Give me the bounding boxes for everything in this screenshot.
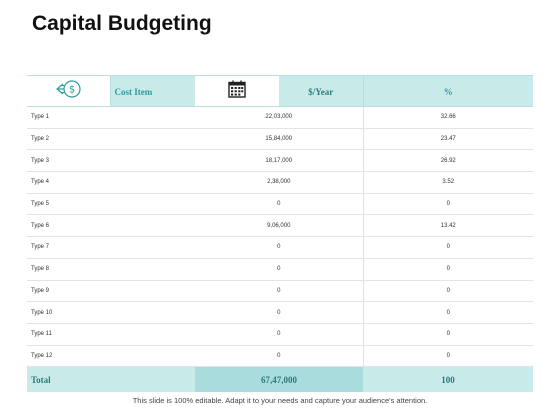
- money-transfer-icon: $: [55, 79, 81, 104]
- footer-note: This slide is 100% editable. Adapt it to…: [132, 396, 428, 405]
- table-row: Type 3 18,17,000 26.92: [27, 149, 533, 173]
- per-year-cell: 0: [195, 301, 363, 324]
- cost-item-cell: Type 4: [27, 171, 195, 194]
- table-row: Type 4 2,38,000 3.52: [27, 171, 533, 194]
- percent-header: %: [362, 75, 533, 107]
- cost-item-cell: Type 3: [27, 149, 195, 173]
- header-calendar-cell: [195, 75, 279, 107]
- total-per-year: 67,47,000: [195, 366, 363, 393]
- svg-text:$: $: [69, 84, 75, 95]
- page-title: Capital Budgeting: [32, 12, 212, 35]
- per-year-cell: 0: [195, 345, 363, 368]
- total-percent: 100: [363, 366, 533, 393]
- header-icon-cell: $: [27, 75, 110, 107]
- percent-cell: 23.47: [362, 128, 533, 151]
- cost-item-cell: Type 7: [27, 236, 195, 259]
- percent-cell: 0: [362, 258, 533, 281]
- cost-item-cell: Type 12: [27, 345, 195, 368]
- table-row: Type 2 15,84,000 23.47: [27, 128, 533, 151]
- percent-cell: 32.66: [362, 106, 533, 129]
- cost-item-cell: Type 11: [27, 323, 195, 346]
- table-row: Type 11 0 0: [27, 323, 533, 346]
- percent-cell: 0: [362, 280, 533, 303]
- table-header-row: $ Cost Item: [27, 75, 533, 107]
- per-year-cell: 0: [195, 280, 363, 303]
- cost-item-cell: Type 5: [27, 193, 195, 216]
- percent-cell: 3.52: [362, 171, 533, 194]
- percent-cell: 0: [362, 236, 533, 259]
- per-year-cell: 0: [195, 193, 363, 216]
- per-year-cell: 0: [195, 236, 363, 259]
- percent-cell: 0: [362, 345, 533, 368]
- cost-item-cell: Type 1: [27, 106, 195, 129]
- percent-cell: 26.92: [362, 149, 533, 173]
- table-row: Type 10 0 0: [27, 301, 533, 324]
- cost-item-cell: Type 10: [27, 301, 195, 324]
- capital-budget-table: $ Cost Item: [27, 75, 533, 393]
- per-year-cell: 0: [195, 258, 363, 281]
- percent-cell: 0: [362, 193, 533, 216]
- percent-cell: 0: [362, 323, 533, 346]
- cost-item-cell: Type 8: [27, 258, 195, 281]
- cost-item-header: Cost Item: [109, 75, 195, 107]
- table-row: Type 6 9,06,000 13.42: [27, 214, 533, 238]
- per-year-cell: 15,84,000: [195, 128, 363, 151]
- percent-cell: 13.42: [362, 214, 533, 238]
- total-label: Total: [27, 366, 195, 393]
- per-year-cell: 2,38,000: [195, 171, 363, 194]
- per-year-cell: 0: [195, 323, 363, 346]
- cost-item-cell: Type 6: [27, 214, 195, 238]
- per-year-header: $/Year: [279, 75, 363, 107]
- per-year-cell: 9,06,000: [195, 214, 363, 238]
- total-row: Total 67,47,000 100: [27, 366, 533, 393]
- cost-item-cell: Type 9: [27, 280, 195, 303]
- per-year-cell: 22,03,000: [195, 106, 363, 129]
- per-year-cell: 18,17,000: [195, 149, 363, 173]
- table-row: Type 1 22,03,000 32.66: [27, 106, 533, 129]
- percent-cell: 0: [362, 301, 533, 324]
- cost-item-cell: Type 2: [27, 128, 195, 151]
- table-row: Type 12 0 0: [27, 345, 533, 368]
- calendar-icon: [227, 79, 247, 104]
